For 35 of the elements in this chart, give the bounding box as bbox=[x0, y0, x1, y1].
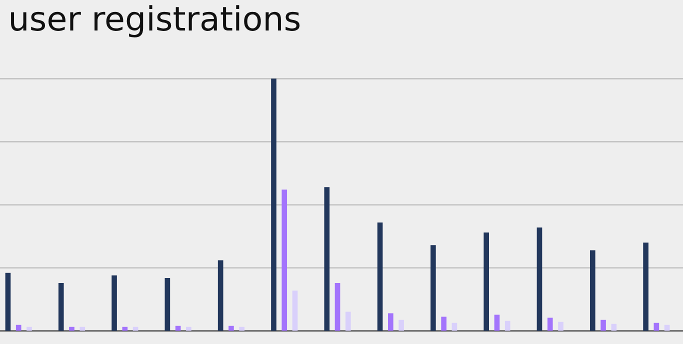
bar bbox=[292, 290, 298, 331]
bar bbox=[600, 320, 606, 331]
bar bbox=[16, 324, 22, 331]
bar bbox=[377, 222, 383, 331]
bar bbox=[122, 326, 128, 331]
bar bbox=[112, 275, 117, 331]
bar bbox=[164, 278, 170, 331]
bar bbox=[58, 282, 64, 331]
bar bbox=[430, 245, 436, 331]
bar bbox=[239, 326, 244, 331]
bar bbox=[228, 326, 234, 331]
bar bbox=[282, 190, 288, 331]
bar bbox=[186, 326, 192, 331]
bar bbox=[494, 314, 500, 331]
bar bbox=[643, 242, 648, 331]
bar bbox=[5, 272, 11, 331]
bar bbox=[218, 260, 224, 331]
chart-title: user registrations bbox=[11, 5, 300, 38]
bar bbox=[504, 320, 510, 331]
bar bbox=[441, 316, 446, 331]
bar bbox=[388, 313, 394, 331]
bar bbox=[324, 187, 330, 331]
bar bbox=[536, 228, 542, 331]
bar bbox=[271, 78, 276, 331]
bar bbox=[398, 320, 404, 331]
bar bbox=[590, 250, 596, 331]
bar bbox=[334, 282, 340, 331]
bar bbox=[611, 324, 617, 331]
bar bbox=[484, 232, 489, 331]
bar bbox=[80, 326, 86, 331]
bar bbox=[558, 322, 564, 331]
bar bbox=[69, 326, 74, 331]
bar bbox=[26, 326, 32, 331]
bar bbox=[547, 318, 553, 331]
bar bbox=[345, 312, 351, 331]
